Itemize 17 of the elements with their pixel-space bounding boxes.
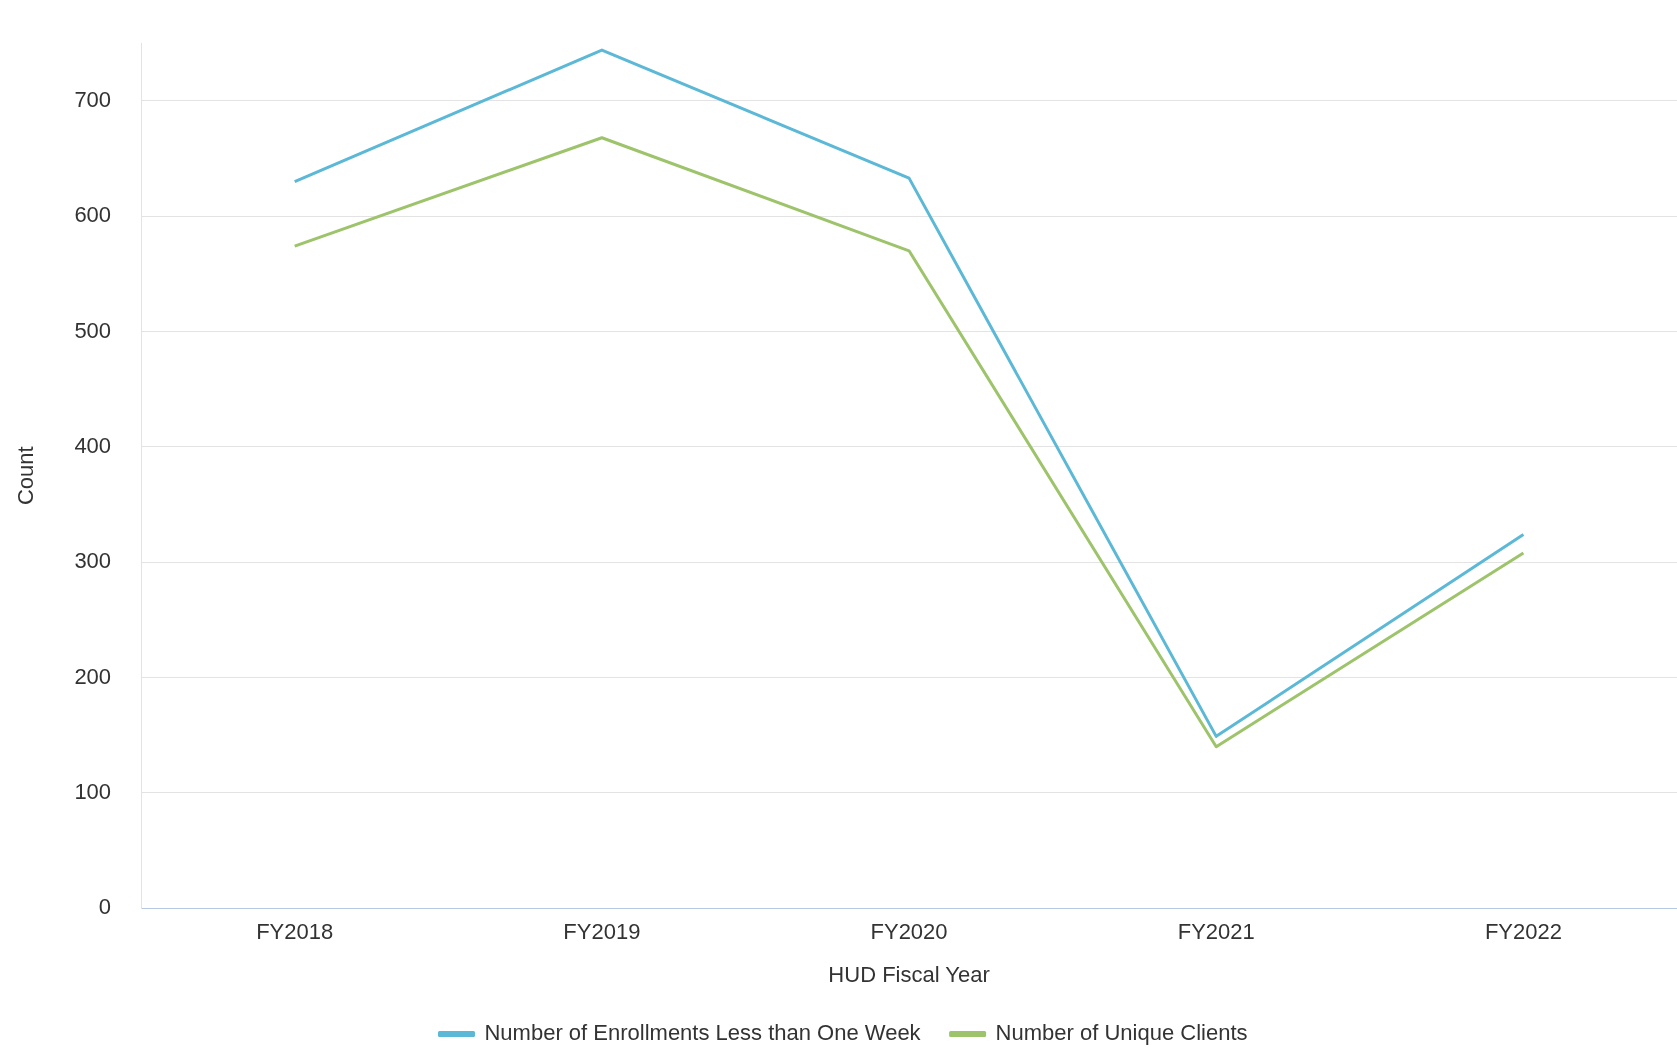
y-tick-label: 300 xyxy=(74,548,112,574)
y-axis-title: Count xyxy=(13,446,39,506)
x-tick-label: FY2019 xyxy=(563,919,641,945)
y-tick-label: 700 xyxy=(74,86,112,112)
x-tick-label: FY2021 xyxy=(1177,919,1255,945)
y-tick-label: 0 xyxy=(98,894,112,920)
y-tick-label: 500 xyxy=(74,317,112,343)
x-tick-label: FY2022 xyxy=(1484,919,1562,945)
x-tick-label: FY2018 xyxy=(256,919,334,945)
legend-label: Number of Enrollments Less than One Week xyxy=(484,1020,922,1046)
y-tick-label: 200 xyxy=(74,663,112,689)
y-tick-label: 600 xyxy=(74,202,112,228)
legend-label: Number of Unique Clients xyxy=(995,1020,1248,1046)
y-tick-label: 400 xyxy=(74,432,112,458)
y-tick-label: 100 xyxy=(74,778,112,804)
x-tick-label: FY2020 xyxy=(870,919,948,945)
x-axis-title: HUD Fiscal Year xyxy=(828,961,990,987)
